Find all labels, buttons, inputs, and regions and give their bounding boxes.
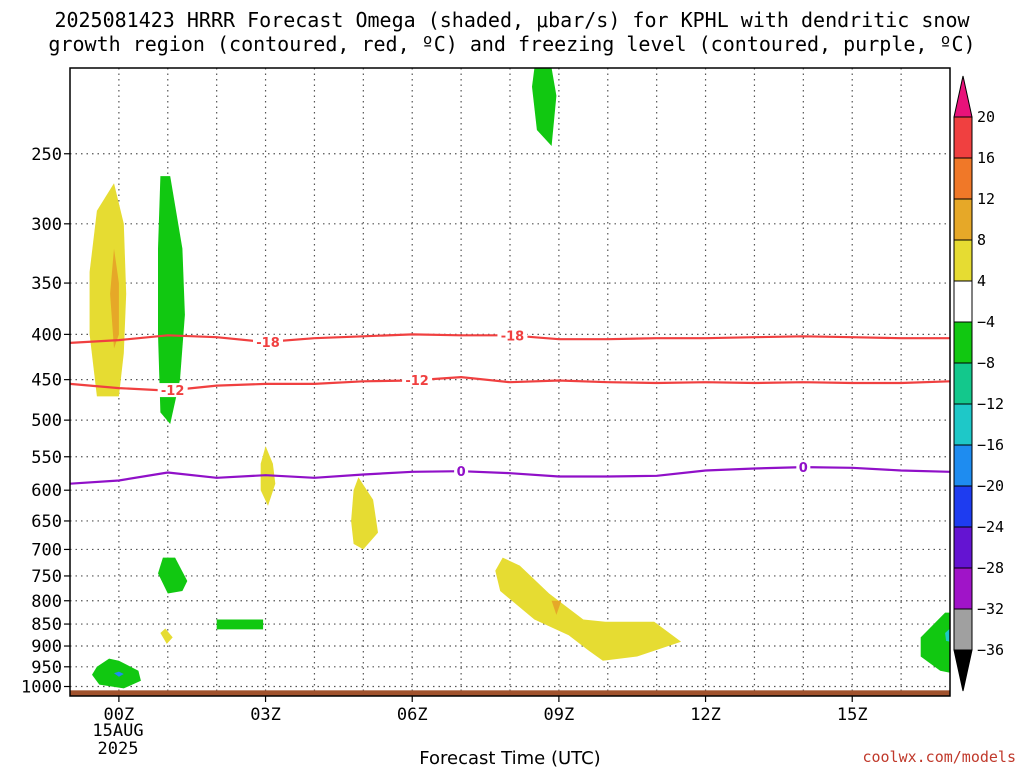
- contour-label-bg: [454, 464, 469, 479]
- omega-region: [110, 248, 119, 349]
- colorbar-swatch: [953, 444, 973, 487]
- colorbar-label: 12: [977, 190, 995, 208]
- colorbar-label: −20: [977, 477, 1004, 495]
- colorbar: 20 16 12 8 4 −4 −8 −12 −16 −20 −24 −28 −32 −36: [953, 75, 1004, 692]
- y-tick-label: 800: [31, 592, 62, 612]
- plot-frame: [69, 67, 951, 697]
- contour-label: 0: [457, 465, 466, 480]
- contour-label: 0: [799, 461, 808, 476]
- omega-region: [160, 628, 173, 644]
- contour-label-bg: [796, 460, 811, 475]
- contour-label: -12: [405, 374, 429, 389]
- colorbar-swatch: [953, 567, 973, 610]
- chart-title-line-1: 2025081423 HRRR Forecast Omega (shaded, …: [54, 8, 970, 32]
- colorbar-label: −12: [977, 395, 1004, 413]
- colorbar-label: 8: [977, 231, 986, 249]
- credit-text: coolwx.com/models: [862, 748, 1016, 766]
- omega-region: [945, 628, 950, 642]
- colorbar-label: −16: [977, 436, 1004, 454]
- y-tick-label: 700: [31, 540, 62, 560]
- contour-label-bg: [157, 383, 188, 398]
- colorbar-swatch: [953, 403, 973, 446]
- omega-region: [158, 557, 188, 594]
- omega-region: [532, 68, 557, 146]
- colorbar-label: 20: [977, 108, 995, 126]
- y-tick-label: 450: [31, 371, 62, 391]
- colorbar-label: 16: [977, 149, 995, 167]
- omega-region: [114, 671, 124, 677]
- colorbar-swatch: [953, 116, 973, 159]
- colorbar-label: −4: [977, 313, 995, 331]
- colorbar-top-arrow: [953, 75, 973, 118]
- y-tick-label: 400: [31, 325, 62, 345]
- y-tick-label: 900: [31, 637, 62, 657]
- colorbar-swatch: [953, 321, 973, 364]
- colorbar-swatch: [953, 157, 973, 200]
- chart-title-line-2: growth region (contoured, red, ºC) and f…: [48, 32, 976, 56]
- x-tick-label: 06Z: [397, 705, 428, 725]
- y-tick-label: 1000: [21, 678, 62, 698]
- y-axis-ticks: 2503003504004505005506006507007508008509…: [21, 145, 70, 698]
- y-tick-label: 950: [31, 658, 62, 678]
- omega-shaded-regions: [89, 68, 950, 689]
- y-tick-label: 850: [31, 615, 62, 635]
- y-tick-label: 250: [31, 145, 62, 165]
- x-date-year-label: 2025: [98, 739, 139, 759]
- omega-region: [158, 176, 185, 424]
- colorbar-swatch: [953, 485, 973, 528]
- colorbar-label: −28: [977, 559, 1004, 577]
- omega-region: [495, 557, 682, 661]
- colorbar-swatch: [953, 239, 973, 282]
- colorbar-label: −32: [977, 600, 1004, 618]
- omega-region: [920, 612, 950, 673]
- colorbar-swatch: [953, 362, 973, 405]
- ground-layer: [70, 690, 950, 696]
- x-axis-ticks: 00Z 03Z 06Z 09Z 12Z 15Z: [104, 696, 868, 725]
- omega-region: [89, 183, 127, 397]
- colorbar-swatch: [953, 608, 973, 651]
- contour-label: -18: [501, 330, 525, 345]
- omega-region: [551, 600, 562, 615]
- y-tick-label: 600: [31, 481, 62, 501]
- y-tick-label: 750: [31, 567, 62, 587]
- colorbar-label: 4: [977, 272, 986, 290]
- x-tick-label: 03Z: [250, 705, 281, 725]
- colorbar-label: −36: [977, 641, 1004, 659]
- contour-label: -12: [161, 384, 185, 399]
- omega-region: [216, 619, 264, 630]
- ground-band: [70, 690, 950, 696]
- x-tick-label: 09Z: [544, 705, 575, 725]
- y-tick-label: 350: [31, 274, 62, 294]
- contour-label-bg: [497, 328, 528, 343]
- contour-line: [70, 376, 950, 392]
- y-tick-label: 300: [31, 215, 62, 235]
- contour-label: -18: [256, 336, 280, 351]
- colorbar-label: −8: [977, 354, 995, 372]
- colorbar-bottom-arrow: [953, 649, 973, 692]
- contour-label-bg: [402, 373, 433, 388]
- y-tick-label: 650: [31, 512, 62, 532]
- y-tick-label: 550: [31, 448, 62, 468]
- x-tick-label: 12Z: [690, 705, 721, 725]
- contour-label-bg: [253, 334, 283, 349]
- colorbar-swatch: [953, 526, 973, 569]
- x-date-day-label: 15AUG: [92, 721, 143, 741]
- omega-region: [351, 477, 378, 550]
- y-tick-label: 500: [31, 411, 62, 431]
- x-tick-label: 15Z: [837, 705, 868, 725]
- x-axis-title: Forecast Time (UTC): [419, 748, 600, 768]
- colorbar-label: −24: [977, 518, 1004, 536]
- colorbar-swatch: [953, 198, 973, 241]
- x-tick-label: 00Z: [104, 705, 135, 725]
- colorbar-swatch: [953, 280, 973, 323]
- temperature-contours: -18 -18 -12 -12 0 0: [70, 328, 950, 485]
